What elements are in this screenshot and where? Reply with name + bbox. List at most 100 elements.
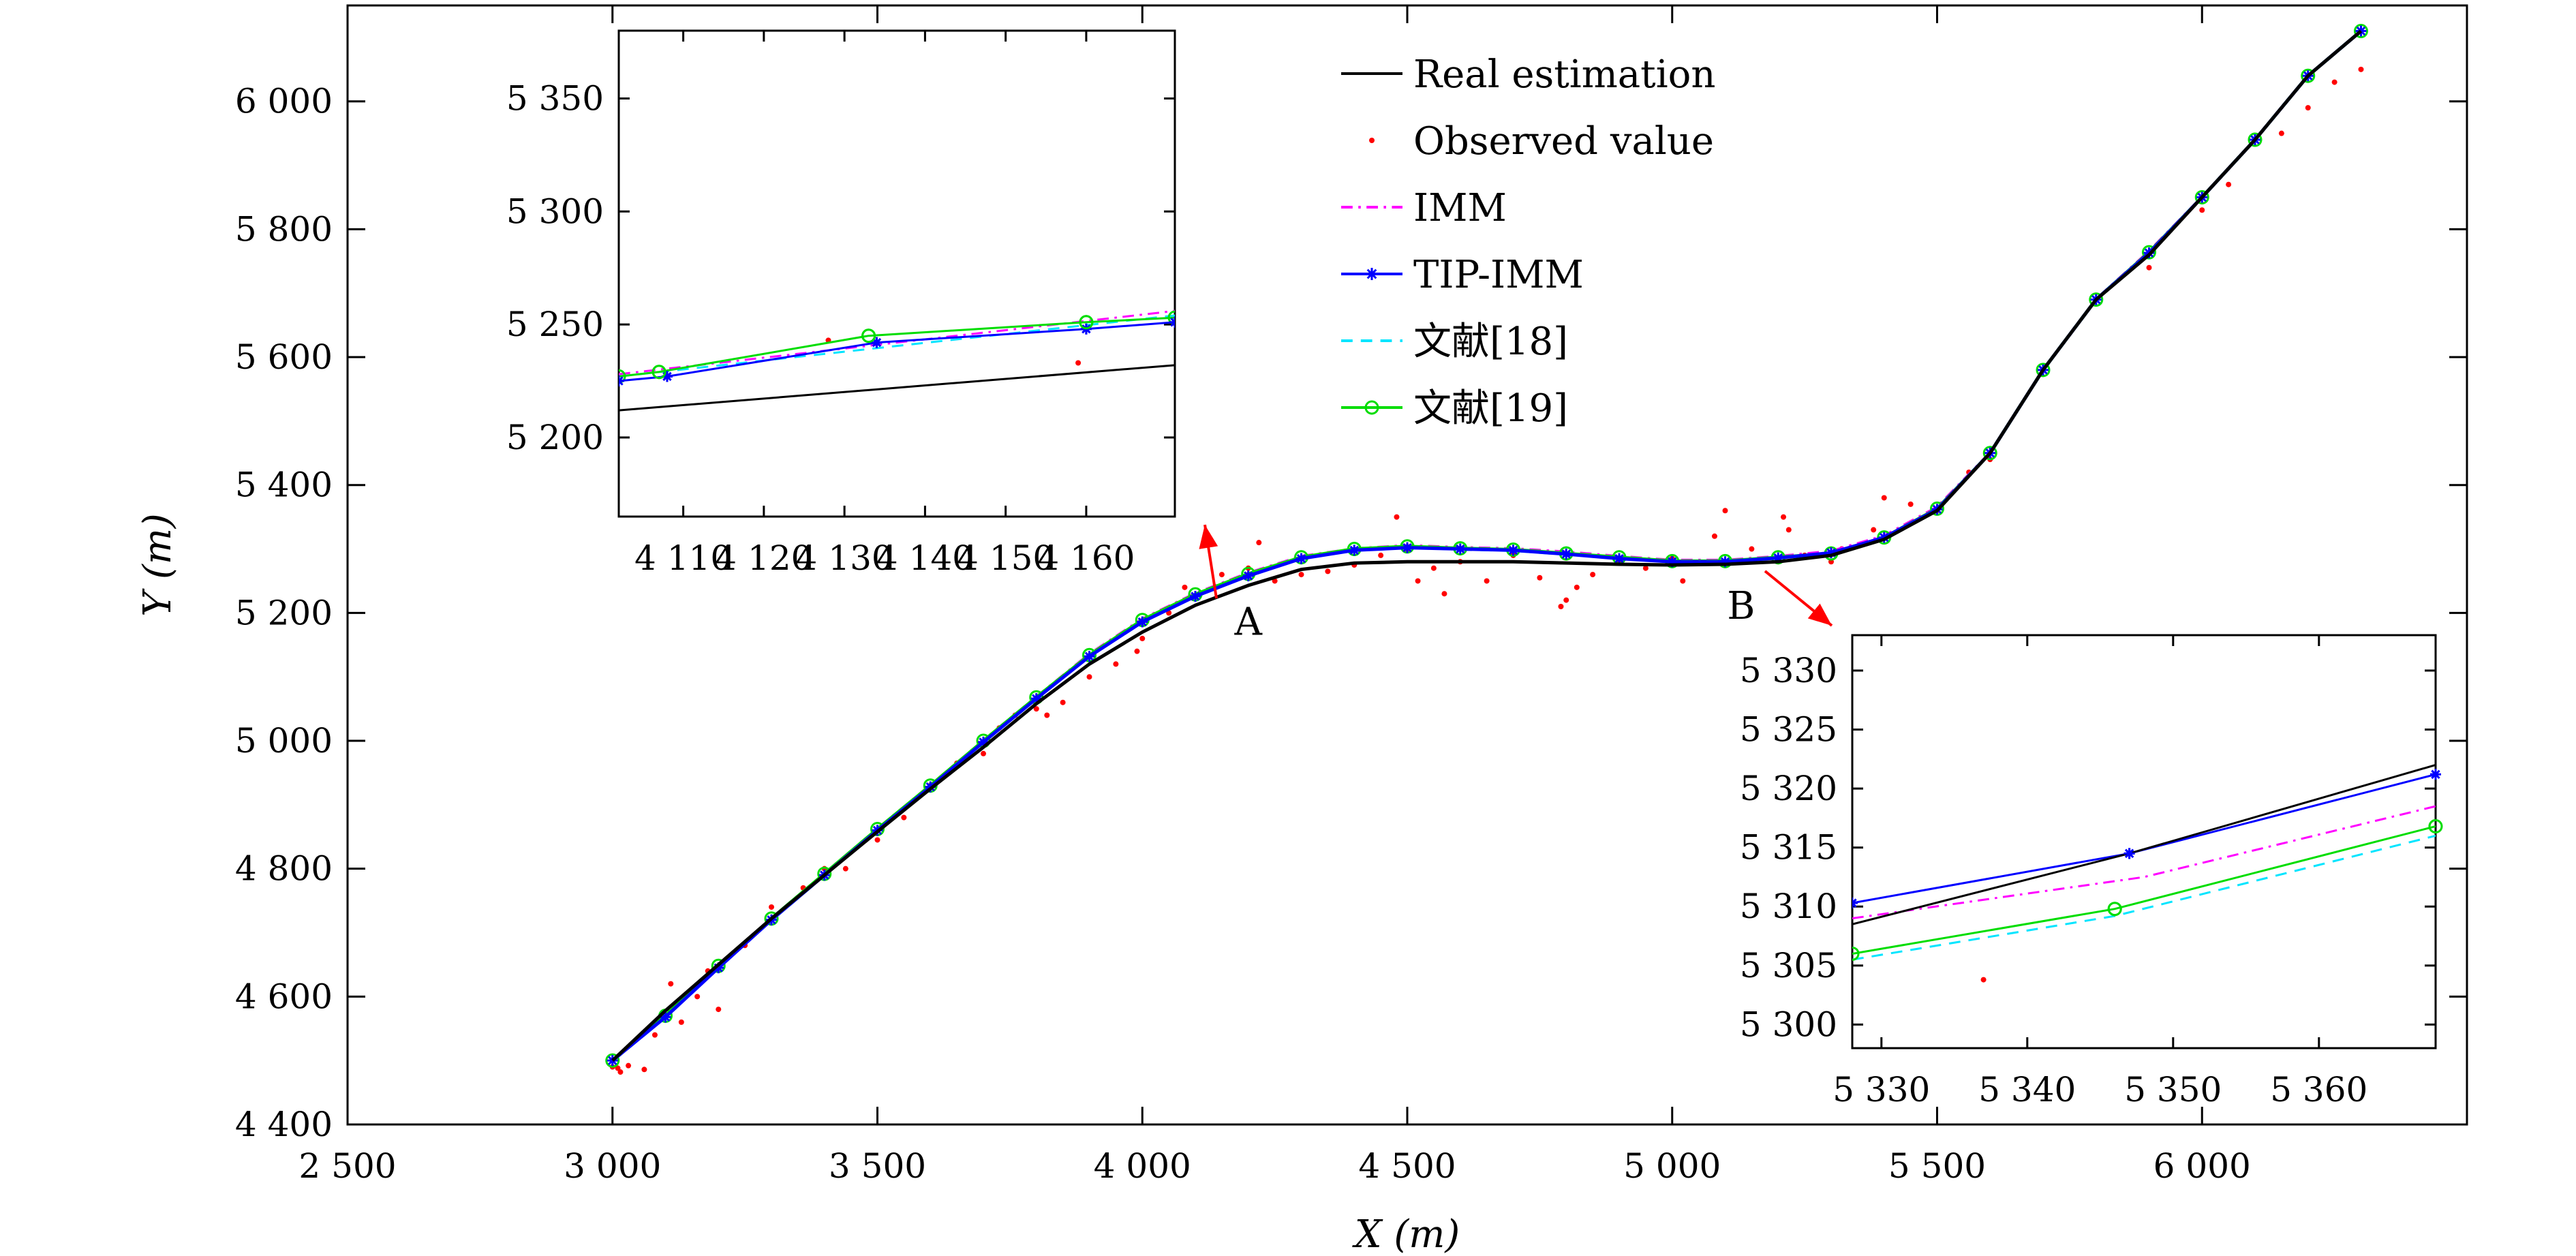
star-marker bbox=[871, 337, 883, 348]
x-tick-label: 5 350 bbox=[2124, 1070, 2222, 1109]
circle-marker bbox=[1167, 310, 1175, 325]
observed-point bbox=[716, 1007, 722, 1013]
y-tick-label: 4 400 bbox=[235, 1105, 333, 1144]
y-tick-label: 6 000 bbox=[235, 82, 333, 121]
series--19- bbox=[619, 316, 1175, 378]
star-marker bbox=[1402, 542, 1413, 553]
star-marker bbox=[2430, 769, 2441, 780]
x-tick-label: 3 500 bbox=[829, 1146, 926, 1186]
x-axis-label: X (m) bbox=[1352, 1212, 1460, 1256]
x-tick-label: 3 000 bbox=[564, 1146, 661, 1186]
star-marker bbox=[1773, 552, 1784, 564]
circle-marker bbox=[2036, 363, 2051, 378]
series--19- bbox=[1852, 825, 2436, 955]
legend-circle-marker bbox=[1364, 400, 1379, 415]
x-tick-label: 5 000 bbox=[1623, 1146, 1721, 1186]
observed-point bbox=[1134, 648, 1140, 654]
observed-point bbox=[769, 904, 774, 910]
legend-star-marker bbox=[1366, 268, 1378, 280]
observed-point bbox=[1781, 514, 1787, 520]
x-tick-label: 6 000 bbox=[2153, 1146, 2251, 1186]
series--18- bbox=[619, 314, 1175, 378]
star-marker bbox=[2123, 848, 2135, 859]
y-tick-label: 5 250 bbox=[506, 305, 604, 344]
star-marker bbox=[1295, 553, 1307, 564]
observed-point bbox=[1415, 578, 1421, 584]
legend-label: TIP-IMM bbox=[1413, 253, 1584, 297]
observed-point bbox=[641, 1067, 647, 1073]
legend: Real estimation Observed value IMM TIP-IMM 文… bbox=[1341, 52, 1715, 431]
x-tick-label: 4 120 bbox=[715, 538, 812, 578]
observed-point bbox=[1785, 527, 1792, 533]
circle-marker bbox=[2194, 189, 2209, 204]
star-marker bbox=[1084, 651, 1095, 662]
legend-label: 文献[18] bbox=[1413, 320, 1568, 364]
star-marker bbox=[1614, 553, 1625, 564]
star-marker bbox=[1349, 545, 1360, 556]
star-marker bbox=[1561, 549, 1572, 560]
star-marker bbox=[978, 736, 989, 748]
circle-marker bbox=[1079, 315, 1094, 330]
observed-point bbox=[2199, 207, 2205, 213]
observed-point bbox=[1182, 584, 1188, 590]
observed-point bbox=[651, 1032, 658, 1038]
observed-point bbox=[694, 994, 701, 1000]
star-marker bbox=[1137, 616, 1148, 628]
circle-marker bbox=[1852, 946, 1860, 961]
observed-point bbox=[1537, 575, 1543, 581]
annotation-label: A bbox=[1234, 600, 1263, 644]
circle-marker bbox=[2354, 24, 2368, 39]
star-marker bbox=[1030, 693, 1042, 705]
star-marker bbox=[1190, 590, 1201, 602]
annotation-label: B bbox=[1727, 584, 1755, 628]
observed-point bbox=[1680, 578, 1686, 584]
y-tick-label: 5 330 bbox=[1740, 651, 1837, 690]
y-tick-label: 5 315 bbox=[1740, 828, 1837, 868]
y-tick-label: 5 600 bbox=[235, 337, 333, 377]
observed-point bbox=[1441, 591, 1447, 597]
y-tick-label: 5 200 bbox=[506, 418, 604, 457]
star-marker bbox=[2355, 25, 2367, 37]
x-tick-label: 5 500 bbox=[1888, 1146, 1986, 1186]
circle-marker bbox=[1930, 501, 1944, 516]
observed-point bbox=[678, 1019, 684, 1025]
y-tick-label: 5 800 bbox=[235, 209, 333, 249]
star-marker bbox=[1507, 545, 1519, 556]
x-tick-label: 4 140 bbox=[876, 538, 974, 578]
x-tick-label: 4 110 bbox=[634, 538, 732, 578]
observed-point bbox=[615, 1065, 621, 1071]
circle-marker bbox=[1982, 446, 1997, 461]
observed-point bbox=[1642, 565, 1649, 571]
circle-marker bbox=[605, 1053, 620, 1068]
observed-point bbox=[1574, 584, 1580, 590]
observed-point bbox=[1256, 540, 1262, 546]
observed-point bbox=[1075, 360, 1082, 366]
observed-point bbox=[1218, 572, 1225, 578]
observed-point bbox=[1749, 546, 1755, 552]
observed-point bbox=[1430, 565, 1437, 571]
observed-point bbox=[1113, 661, 1119, 667]
y-tick-label: 5 300 bbox=[506, 192, 604, 231]
observed-point bbox=[1722, 508, 1728, 514]
y-tick-label: 5 350 bbox=[506, 78, 604, 118]
legend-label: Observed value bbox=[1413, 119, 1714, 164]
circle-marker bbox=[2142, 245, 2156, 260]
circle-marker bbox=[2301, 68, 2316, 83]
star-marker bbox=[1666, 556, 1678, 568]
x-tick-label: 4 150 bbox=[957, 538, 1054, 578]
star-marker bbox=[660, 1011, 671, 1023]
circle-marker bbox=[2089, 292, 2104, 307]
circle-marker bbox=[2428, 818, 2443, 833]
observed-point bbox=[901, 814, 907, 821]
star-marker bbox=[1242, 570, 1254, 581]
plot-series bbox=[605, 24, 2368, 1075]
circle-marker bbox=[861, 328, 876, 343]
observed-point bbox=[1044, 712, 1050, 718]
y-tick-label: 5 325 bbox=[1740, 710, 1837, 750]
x-tick-label: 5 360 bbox=[2270, 1070, 2367, 1109]
star-marker bbox=[1719, 556, 1731, 568]
arrow-head bbox=[1807, 603, 1832, 626]
observed-point bbox=[617, 1069, 624, 1075]
x-tick-label: 4 500 bbox=[1358, 1146, 1456, 1186]
y-tick-label: 5 200 bbox=[235, 593, 333, 632]
